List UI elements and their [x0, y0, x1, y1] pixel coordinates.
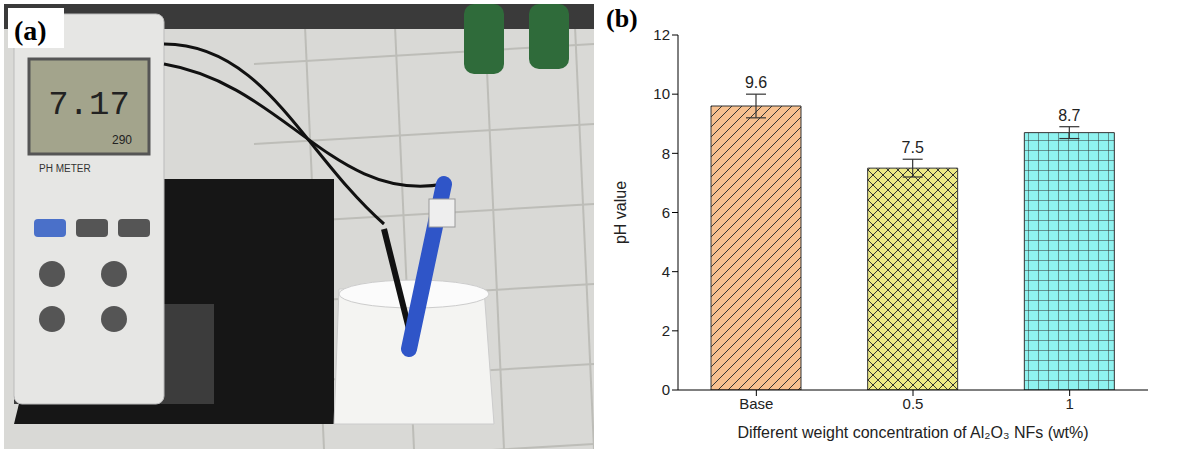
html-text:(b): (b) [606, 4, 638, 33]
svg-text:10: 10 [653, 85, 670, 102]
svg-text:(a): (a) [14, 15, 47, 46]
svg-text:8: 8 [662, 145, 670, 162]
svg-text:0: 0 [662, 381, 670, 398]
svg-text:Different weight concentration: Different weight concentration of Al₂O₃ … [737, 424, 1088, 441]
svg-text:4: 4 [662, 263, 670, 280]
svg-text:1: 1 [1065, 395, 1073, 412]
svg-text:Base: Base [739, 395, 773, 412]
svg-text:6: 6 [662, 204, 670, 221]
svg-text:9.6: 9.6 [745, 74, 767, 91]
svg-text:2: 2 [662, 322, 670, 339]
svg-text:7.5: 7.5 [902, 139, 924, 156]
svg-text:7.17: 7.17 [48, 86, 130, 124]
svg-text:0.5: 0.5 [903, 395, 924, 412]
svg-text:12: 12 [653, 26, 670, 43]
svg-text:pH value: pH value [612, 181, 629, 244]
svg-text:PH METER: PH METER [39, 163, 91, 174]
svg-text:290: 290 [112, 133, 132, 147]
svg-text:8.7: 8.7 [1058, 107, 1080, 124]
